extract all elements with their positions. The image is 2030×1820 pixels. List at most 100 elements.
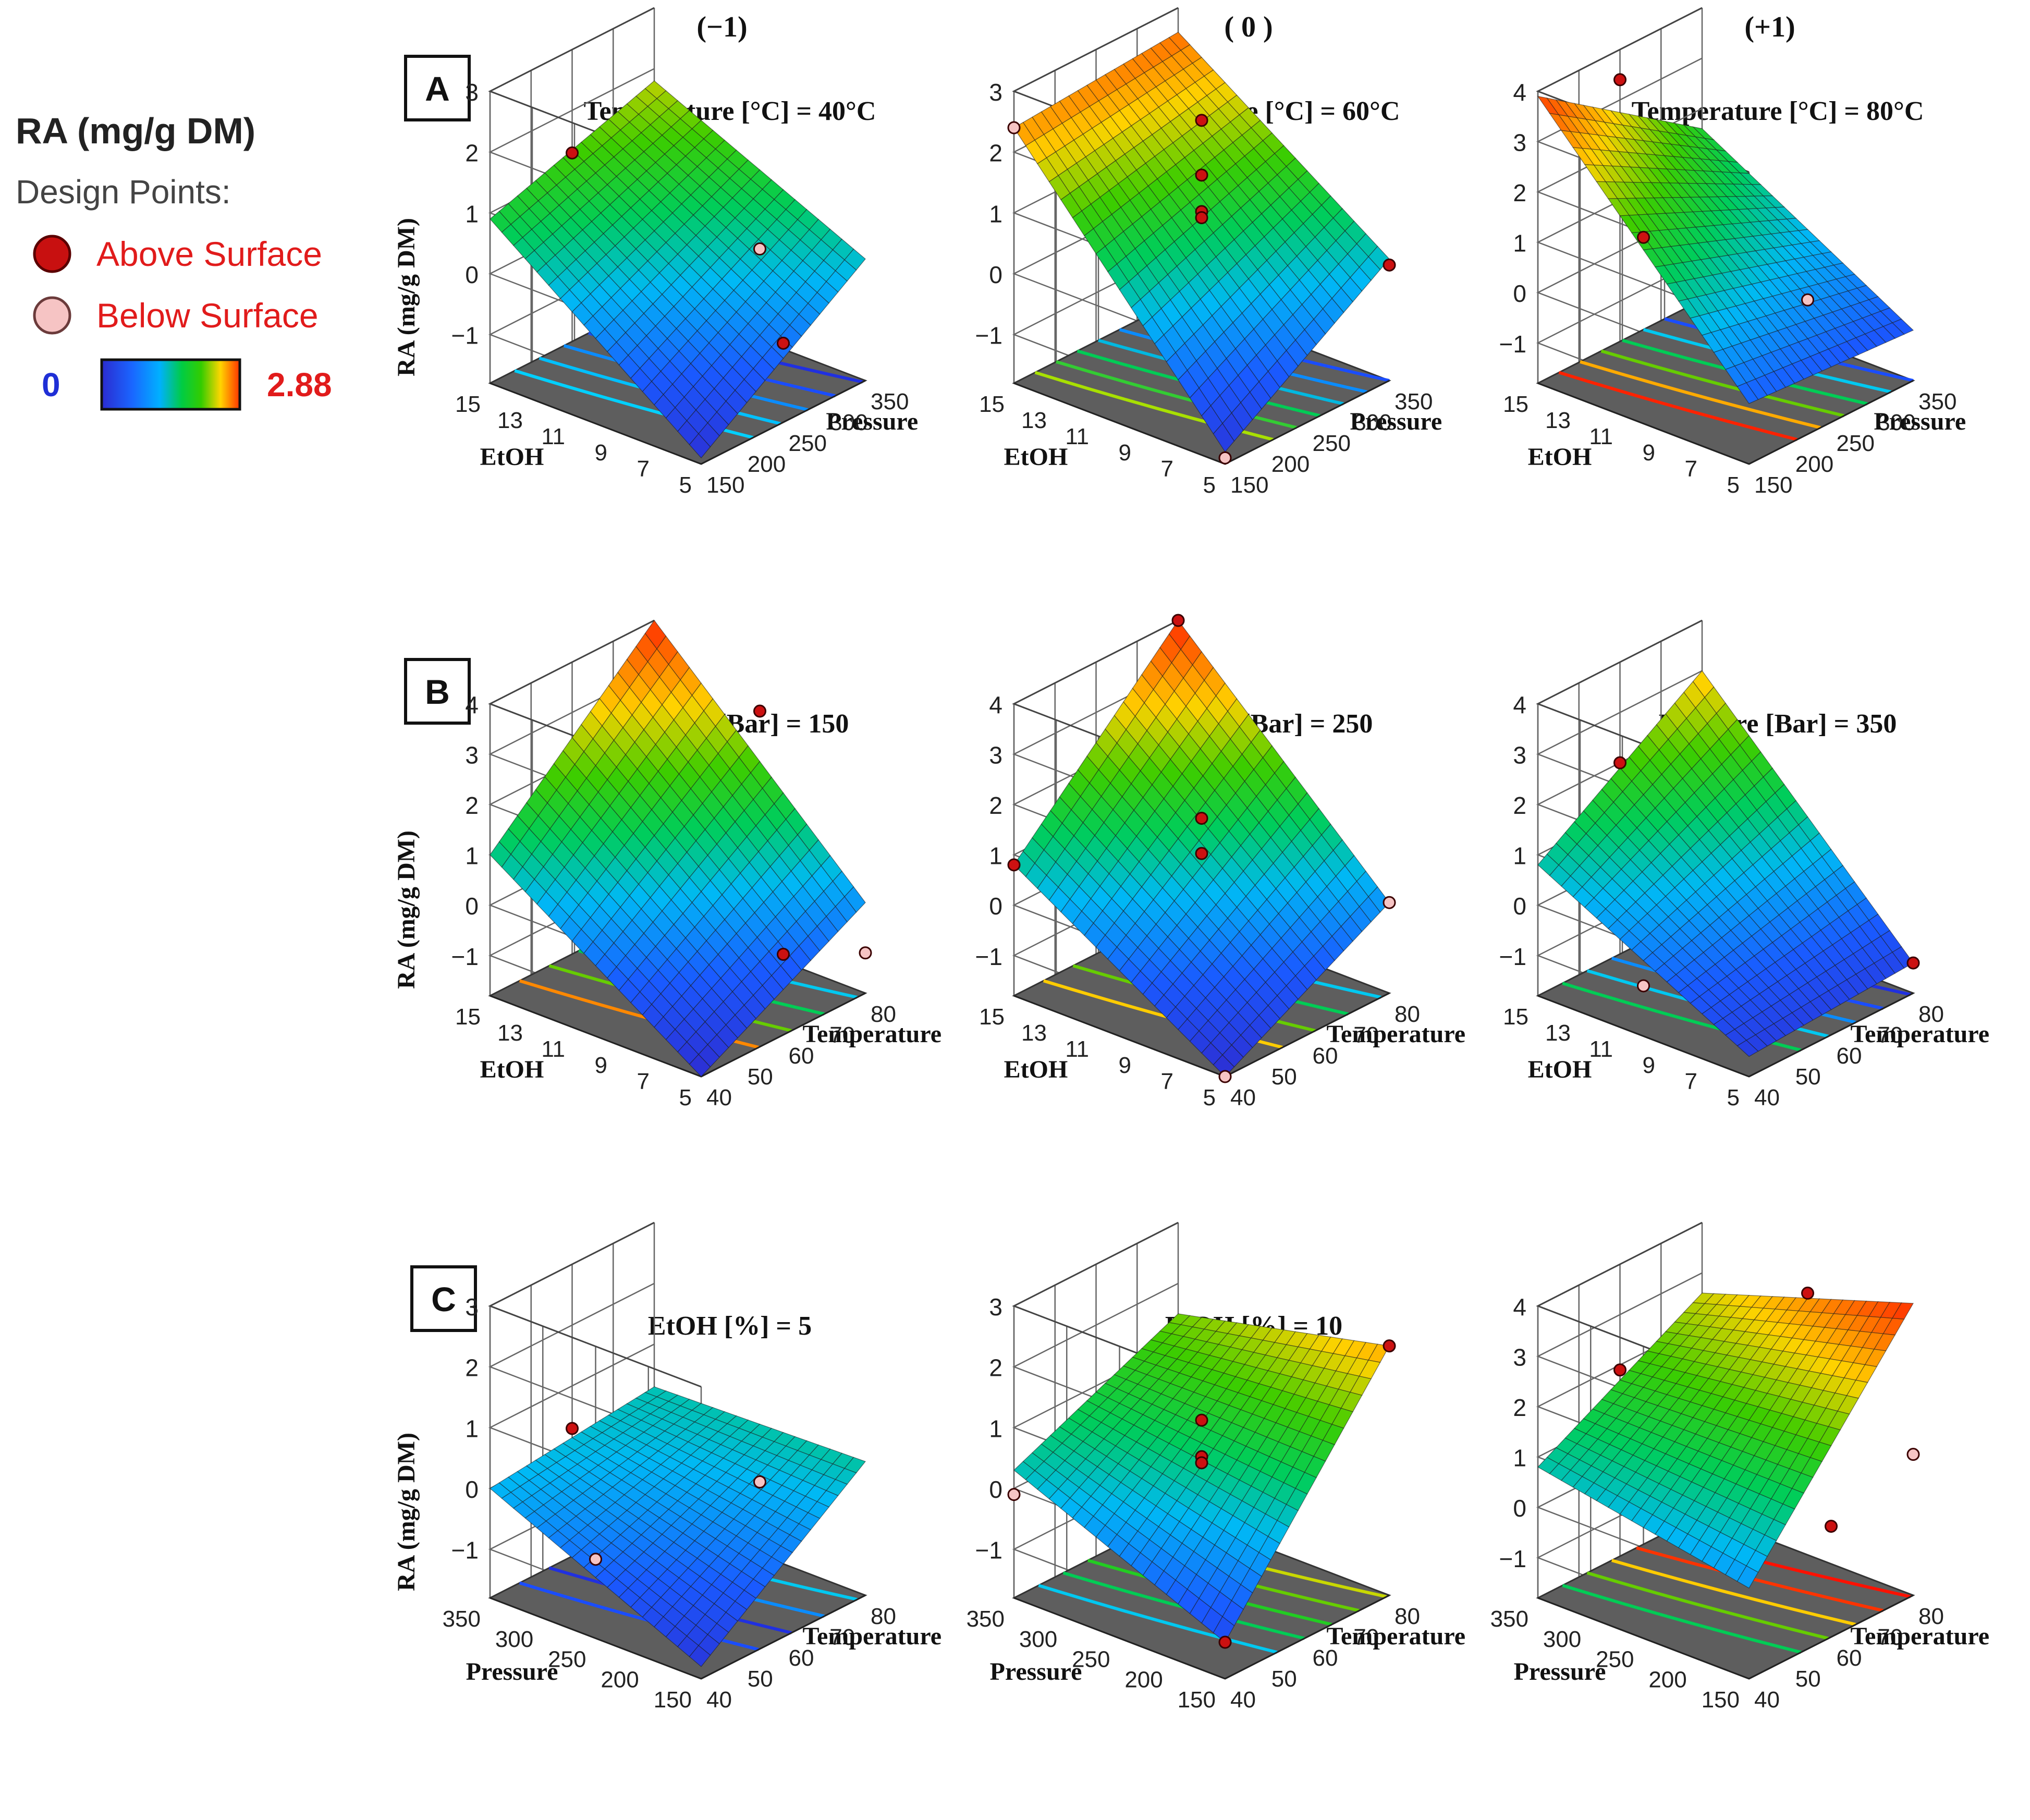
x-tick-label: 250 [1837, 431, 1875, 456]
y-tick-label: 15 [1503, 392, 1528, 417]
y-axis-line [1013, 382, 1226, 465]
y-tick-label: 11 [541, 1036, 565, 1062]
y-tick-label: 200 [1648, 1667, 1686, 1692]
z-tick-label: 1 [989, 200, 1002, 227]
design-point-above [1906, 956, 1920, 970]
y-tick-label: 350 [967, 1606, 1005, 1632]
y-tick-label: 11 [1589, 424, 1613, 449]
surface-mesh [490, 80, 866, 459]
z-tick-label: 2 [989, 792, 1002, 819]
z-tick-label: 2 [1513, 1394, 1526, 1421]
x-tick-label: 200 [1795, 451, 1833, 477]
x-axis-line [1225, 380, 1390, 465]
design-point-above [1171, 614, 1185, 627]
x-axis-title: Temperature [1326, 1020, 1465, 1048]
z-tick-label: 3 [989, 79, 1002, 106]
surface-plot-1: Temperature [°C] = 40°C−1012315020025030… [393, 7, 918, 498]
y-tick-label: 13 [497, 1020, 523, 1046]
y-axis-line [490, 995, 702, 1078]
design-point-above [1195, 211, 1208, 224]
y-tick-label: 7 [637, 1069, 650, 1094]
z-tick-label: 0 [989, 1476, 1002, 1503]
y-tick-label: 9 [595, 440, 607, 466]
design-point-above [1007, 858, 1021, 872]
x-tick-label: 350 [1395, 389, 1433, 414]
y-tick-label: 11 [541, 424, 565, 449]
surface-plot-9: EtOH [%] = 15−10123440506070801502002503… [1490, 1222, 1989, 1713]
y-tick-label: 5 [1203, 472, 1216, 498]
x-tick-label: 50 [1271, 1064, 1297, 1090]
legend-title: RA (mg/g DM) [16, 111, 255, 151]
legend-subtitle: Design Points: [16, 173, 231, 211]
x-tick-label: 300 [829, 410, 867, 435]
design-point-above [753, 704, 766, 718]
y-tick-label: 350 [443, 1606, 481, 1632]
y-axis-title: EtOH [1004, 443, 1068, 471]
design-point-below [1906, 1448, 1920, 1461]
y-tick-label: 300 [495, 1627, 533, 1652]
row-label-B: B [404, 658, 471, 725]
design-point-above [1801, 1286, 1814, 1300]
z-tick-label: 3 [1513, 742, 1526, 769]
x-tick-label: 350 [871, 389, 909, 414]
legend-range-min: 0 [42, 366, 60, 404]
x-tick-label: 300 [1877, 410, 1915, 435]
x-tick-label: 150 [1230, 472, 1268, 498]
z-tick-label: 3 [465, 742, 479, 769]
y-axis-line [1013, 995, 1226, 1078]
z-tick-label: 0 [1513, 1495, 1526, 1522]
z-tick-label: −1 [975, 1537, 1002, 1564]
surface-cell [689, 1054, 711, 1077]
y-axis-title: EtOH [480, 1056, 544, 1083]
z-tick-label: 3 [1513, 1344, 1526, 1371]
z-tick-label: −1 [975, 943, 1002, 970]
x-tick-label: 80 [871, 1001, 896, 1027]
design-point-above [777, 948, 790, 961]
z-tick-label: 2 [465, 140, 479, 167]
y-tick-label: 9 [595, 1053, 607, 1078]
surface-mesh [1537, 670, 1914, 1057]
x-tick-label: 40 [1230, 1687, 1256, 1713]
z-tick-label: 4 [1513, 691, 1526, 718]
surface-mesh [1537, 95, 1914, 404]
row-label-C: C [410, 1265, 477, 1332]
y-axis-title: Pressure [466, 1658, 558, 1685]
row-label-A-text: A [425, 69, 450, 108]
z-tick-label: 3 [465, 1293, 479, 1321]
column-headers: (−1) ( 0 ) (+1) [696, 11, 1795, 43]
z-tick-label: 0 [465, 261, 479, 288]
design-point-below [753, 1475, 766, 1488]
x-axis-title: Pressure [1874, 408, 1966, 435]
z-tick-label: 1 [989, 1415, 1002, 1442]
y-tick-label: 13 [1021, 408, 1047, 433]
design-point-above [1613, 756, 1627, 769]
col-header-1: (−1) [696, 11, 747, 43]
design-point-below [859, 946, 872, 960]
row-label-B-text: B [425, 673, 450, 711]
y-tick-label: 11 [1589, 1036, 1613, 1062]
x-axis-title: Temperature [1850, 1020, 1989, 1048]
z-tick-label: 4 [1513, 1293, 1526, 1321]
z-axis-title: RA (mg/g DM) [393, 1433, 420, 1591]
x-tick-label: 40 [1230, 1085, 1256, 1110]
z-tick-label: 3 [989, 742, 1002, 769]
surface-mesh [1013, 619, 1390, 1077]
design-point-above [1195, 847, 1208, 860]
z-tick-label: 2 [989, 1354, 1002, 1382]
z-tick-label: 4 [465, 691, 479, 718]
y-axis-title: Pressure [990, 1658, 1082, 1685]
z-tick-label: 1 [465, 1415, 479, 1442]
z-tick-label: 4 [989, 691, 1002, 718]
contour-line [1056, 360, 1297, 430]
y-tick-label: 15 [979, 1004, 1005, 1030]
z-tick-label: 0 [989, 893, 1002, 920]
z-tick-label: 3 [465, 79, 479, 106]
x-axis-line [1225, 992, 1390, 1078]
y-tick-label: 150 [1702, 1687, 1740, 1713]
design-point-below [1007, 121, 1021, 135]
z-tick-label: 2 [465, 1354, 479, 1382]
surface-plot-4: Pressure [Bar] = 150−1012344050607080579… [393, 619, 941, 1110]
x-tick-label: 250 [1313, 431, 1351, 456]
y-tick-label: 9 [1119, 1053, 1131, 1078]
z-tick-label: −1 [451, 1537, 479, 1564]
